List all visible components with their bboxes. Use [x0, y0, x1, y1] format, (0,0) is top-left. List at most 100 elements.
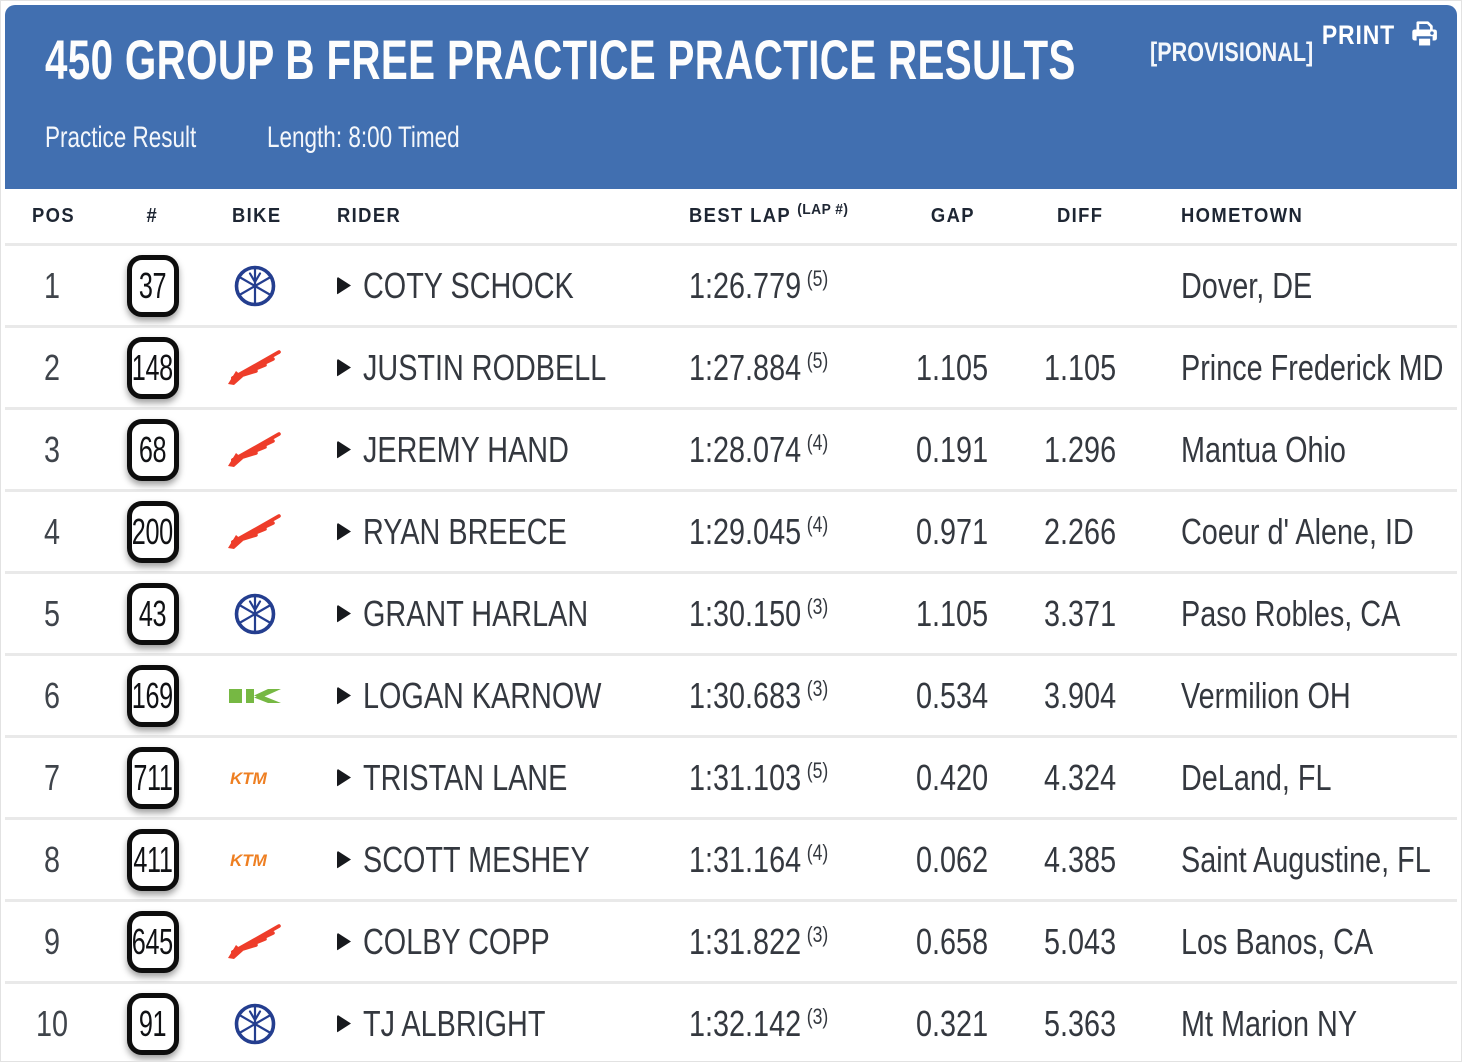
position-cell: 5 [44, 592, 61, 634]
hometown-cell: Paso Robles, CA [1181, 592, 1401, 634]
number-plate-cell: 200 [100, 500, 205, 563]
hometown-cell: Coeur d' Alene, ID [1181, 510, 1414, 552]
svg-text:KTM: KTM [230, 851, 268, 870]
diff-cell: 3.371 [1043, 592, 1117, 634]
best-lap-number: (3) [806, 1003, 829, 1029]
best-lap-time: 1:26.779 [689, 264, 802, 306]
col-header-diff: DIFF [1056, 204, 1104, 227]
expand-row-icon[interactable] [337, 850, 351, 869]
best-lap-number: (4) [806, 429, 829, 455]
best-lap-cell: 1:31.164 (4) [675, 839, 890, 881]
table-row[interactable]: 9 645 COLBY COPP 1:31.822 (3) 0.658 5.043… [5, 899, 1457, 981]
col-header-gap: GAP [930, 204, 975, 227]
col-header-number: # [146, 204, 159, 227]
ktm-logo-icon: KTM [230, 851, 268, 870]
best-lap-number: (3) [806, 921, 829, 947]
honda-logo-icon [228, 513, 281, 549]
kawasaki-logo-icon [229, 688, 281, 703]
gap-cell: 0.971 [916, 510, 989, 552]
best-lap-cell: 1:26.779 (5) [675, 265, 890, 307]
gap-cell: 0.062 [916, 838, 989, 880]
table-row[interactable]: 4 200 RYAN BREECE 1:29.045 (4) 0.971 2.26… [5, 489, 1457, 571]
bike-cell: KTM [205, 767, 305, 789]
col-header-rider: RIDER [337, 204, 402, 227]
col-header-best-lap: BEST LAP (LAP #) [689, 200, 849, 227]
position-cell: 2 [44, 346, 61, 388]
rider-name: TJ ALBRIGHT [363, 1002, 546, 1044]
number-plate: 411 [126, 828, 179, 891]
practice-result-label: Practice Result [45, 121, 197, 154]
expand-row-icon[interactable] [337, 358, 351, 377]
best-lap-time: 1:30.683 [689, 674, 802, 716]
table-row[interactable]: 1 37 COTY SCHOCK 1:26.779 (5) Dover, DE [5, 243, 1457, 325]
number-plate-cell: 645 [100, 910, 205, 973]
honda-logo-icon [228, 431, 281, 467]
bike-cell [205, 511, 305, 553]
rider-name: GRANT HARLAN [363, 592, 589, 634]
diff-cell: 5.363 [1043, 1002, 1117, 1044]
expand-row-icon[interactable] [337, 604, 351, 623]
expand-row-icon[interactable] [337, 1014, 351, 1033]
page-title: 450 GROUP B FREE PRACTICE PRACTICE RESUL… [45, 28, 1461, 91]
position-cell: 1 [44, 264, 61, 306]
expand-row-icon[interactable] [337, 932, 351, 951]
number-plate-cell: 37 [100, 254, 205, 317]
table-row[interactable]: 3 68 JEREMY HAND 1:28.074 (4) 0.191 1.296… [5, 407, 1457, 489]
best-lap-cell: 1:27.884 (5) [675, 347, 890, 389]
number-plate: 91 [126, 992, 179, 1055]
table-row[interactable]: 7 711 KTM TRISTAN LANE 1:31.103 (5) 0.420… [5, 735, 1457, 817]
hometown-cell: Vermilion OH [1181, 674, 1351, 716]
bike-cell [205, 921, 305, 963]
expand-row-icon[interactable] [337, 440, 351, 459]
expand-row-icon[interactable] [337, 686, 351, 705]
rider-name: COTY SCHOCK [363, 264, 574, 306]
rider-cell: COLBY COPP [305, 921, 675, 963]
best-lap-time: 1:30.150 [689, 592, 802, 634]
title-line: 450 GROUP B FREE PRACTICE PRACTICE RESUL… [45, 28, 1461, 91]
table-row[interactable]: 5 43 GRANT HARLAN 1:30.150 (3) 1.105 3.37… [5, 571, 1457, 653]
yamaha-logo-icon [234, 593, 276, 634]
best-lap-time: 1:27.884 [689, 346, 802, 388]
print-button[interactable]: PRINT [1309, 19, 1441, 51]
bike-cell [205, 347, 305, 389]
honda-logo-icon [228, 923, 281, 959]
best-lap-number: (5) [806, 757, 829, 783]
best-lap-number: (4) [806, 511, 829, 537]
hometown-cell: Saint Augustine, FL [1181, 838, 1431, 880]
session-length-label: Length: 8:00 Timed [267, 121, 460, 154]
best-lap-number: (4) [806, 839, 829, 865]
page-title-text: 450 GROUP B FREE PRACTICE PRACTICE RESUL… [45, 28, 1076, 91]
rider-cell: TJ ALBRIGHT [305, 1003, 675, 1045]
col-header-bike: BIKE [232, 204, 282, 227]
gap-cell: 0.534 [916, 674, 989, 716]
expand-row-icon[interactable] [337, 768, 351, 787]
rider-name: JUSTIN RODBELL [363, 346, 607, 388]
best-lap-cell: 1:32.142 (3) [675, 1003, 890, 1045]
rider-name: LOGAN KARNOW [363, 674, 602, 716]
expand-row-icon[interactable] [337, 276, 351, 295]
rider-cell: TRISTAN LANE [305, 757, 675, 799]
table-row[interactable]: 2 148 JUSTIN RODBELL 1:27.884 (5) 1.105 1… [5, 325, 1457, 407]
gap-cell: 0.420 [916, 756, 989, 798]
bike-cell: KTM [205, 849, 305, 871]
hometown-cell: Mt Marion NY [1181, 1002, 1358, 1044]
best-lap-cell: 1:30.150 (3) [675, 593, 890, 635]
number-plate: 169 [126, 664, 179, 727]
rider-cell: RYAN BREECE [305, 511, 675, 553]
best-lap-number: (3) [806, 675, 829, 701]
rider-name: SCOTT MESHEY [363, 838, 590, 880]
expand-row-icon[interactable] [337, 522, 351, 541]
number-plate: 148 [126, 336, 179, 399]
yamaha-logo-icon [234, 265, 276, 306]
best-lap-number: (5) [806, 265, 829, 291]
best-lap-cell: 1:28.074 (4) [675, 429, 890, 471]
hometown-cell: Los Banos, CA [1181, 920, 1374, 962]
gap-cell: 0.321 [916, 1002, 989, 1044]
bike-cell [205, 264, 305, 308]
best-lap-time: 1:31.103 [689, 756, 802, 798]
table-row[interactable]: 8 411 KTM SCOTT MESHEY 1:31.164 (4) 0.062… [5, 817, 1457, 899]
bike-cell [205, 592, 305, 636]
table-row[interactable]: 10 91 TJ ALBRIGHT 1:32.142 (3) 0.321 5.36… [5, 981, 1457, 1061]
table-row[interactable]: 6 169 LOGAN KARNOW 1:30.683 (3) 0.534 3.9… [5, 653, 1457, 735]
